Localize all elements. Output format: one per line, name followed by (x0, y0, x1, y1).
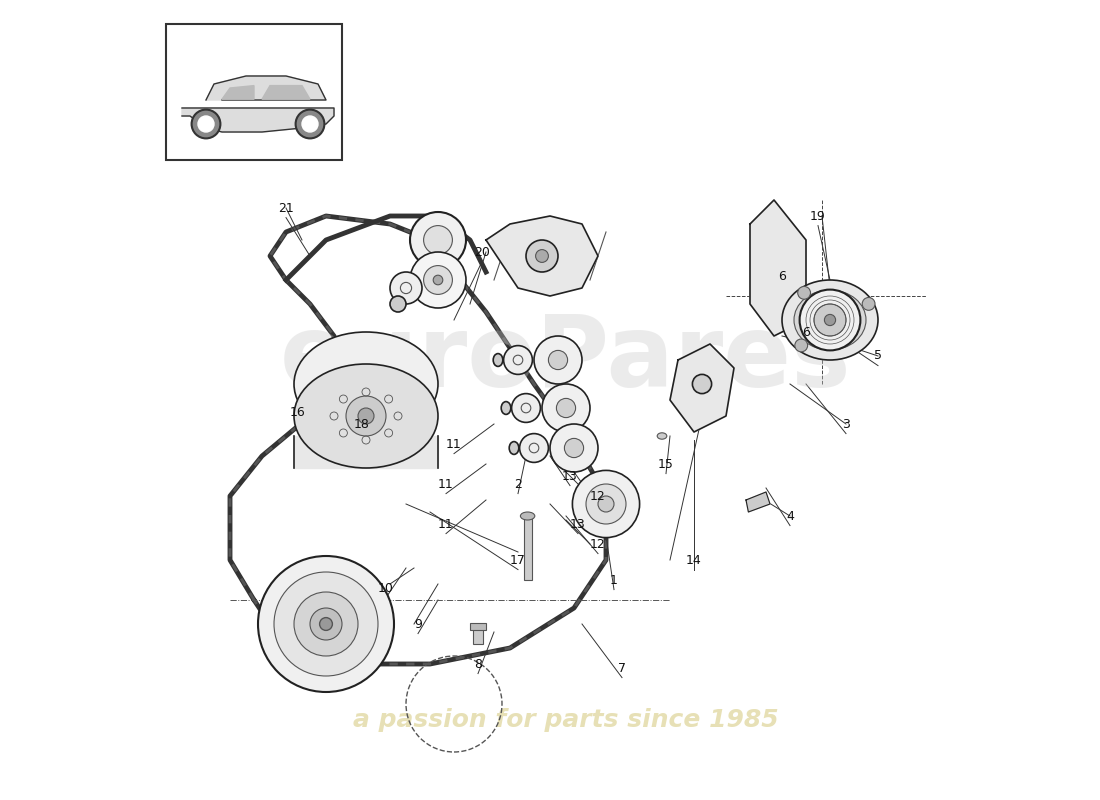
Ellipse shape (493, 354, 503, 366)
Polygon shape (750, 200, 806, 336)
Text: euroPares: euroPares (280, 311, 851, 409)
Circle shape (862, 298, 874, 310)
Circle shape (536, 250, 549, 262)
Circle shape (390, 272, 422, 304)
Circle shape (549, 350, 568, 370)
Circle shape (542, 384, 590, 432)
Text: 20: 20 (474, 246, 490, 258)
Text: 15: 15 (658, 458, 674, 470)
Ellipse shape (294, 364, 438, 468)
Circle shape (526, 240, 558, 272)
Text: 9: 9 (414, 618, 422, 630)
Text: 10: 10 (378, 582, 394, 594)
Circle shape (274, 572, 378, 676)
Polygon shape (206, 76, 326, 100)
Text: 2: 2 (514, 478, 521, 490)
Bar (524, 516, 531, 580)
Ellipse shape (502, 402, 510, 414)
Text: 14: 14 (686, 554, 702, 566)
Circle shape (320, 618, 332, 630)
Circle shape (598, 496, 614, 512)
Text: 13: 13 (562, 470, 578, 482)
Text: 17: 17 (510, 554, 526, 566)
Text: 16: 16 (290, 406, 306, 418)
Circle shape (795, 339, 807, 352)
Text: 13: 13 (570, 518, 586, 530)
Text: 5: 5 (874, 350, 882, 362)
Circle shape (519, 434, 549, 462)
Circle shape (800, 290, 860, 350)
Circle shape (550, 424, 598, 472)
Text: 21: 21 (278, 202, 294, 214)
Circle shape (358, 408, 374, 424)
Text: a passion for parts since 1985: a passion for parts since 1985 (353, 708, 779, 732)
Circle shape (390, 296, 406, 312)
Circle shape (692, 374, 712, 394)
Text: 11: 11 (438, 478, 454, 490)
Circle shape (512, 394, 540, 422)
Text: 19: 19 (810, 210, 826, 222)
Circle shape (504, 346, 532, 374)
Circle shape (424, 226, 452, 254)
Text: 8: 8 (474, 658, 482, 670)
Text: 12: 12 (590, 538, 606, 550)
Ellipse shape (782, 280, 878, 360)
Circle shape (433, 275, 443, 285)
Circle shape (302, 116, 318, 132)
Ellipse shape (294, 332, 438, 436)
Ellipse shape (794, 290, 866, 350)
Circle shape (258, 556, 394, 692)
Circle shape (191, 110, 220, 138)
Circle shape (824, 314, 836, 326)
Ellipse shape (657, 433, 667, 439)
Circle shape (557, 398, 575, 418)
Ellipse shape (520, 512, 535, 520)
Circle shape (798, 286, 811, 299)
Circle shape (572, 470, 639, 538)
Text: 3: 3 (843, 418, 850, 430)
Circle shape (586, 484, 626, 524)
Text: 6: 6 (778, 270, 785, 282)
Polygon shape (222, 86, 254, 99)
Circle shape (424, 266, 452, 294)
Circle shape (814, 304, 846, 336)
Text: 12: 12 (590, 490, 606, 502)
Polygon shape (746, 492, 770, 512)
Circle shape (410, 252, 466, 308)
Text: 1: 1 (610, 574, 618, 586)
Polygon shape (486, 216, 598, 296)
Circle shape (564, 438, 584, 458)
Bar (166, 24, 342, 160)
Circle shape (198, 116, 214, 132)
Circle shape (410, 212, 466, 268)
Circle shape (534, 336, 582, 384)
Ellipse shape (509, 442, 519, 454)
Bar (470, 623, 486, 630)
Circle shape (346, 396, 386, 436)
Text: 4: 4 (786, 510, 794, 522)
Circle shape (310, 608, 342, 640)
Polygon shape (670, 344, 734, 432)
Circle shape (294, 592, 358, 656)
Circle shape (296, 110, 324, 138)
Polygon shape (262, 86, 310, 99)
Text: 11: 11 (447, 438, 462, 450)
Bar (473, 624, 483, 644)
Text: 7: 7 (618, 662, 626, 674)
Polygon shape (294, 436, 438, 468)
Text: 18: 18 (354, 418, 370, 430)
Text: 6: 6 (802, 326, 810, 338)
Polygon shape (182, 108, 334, 132)
Text: 11: 11 (438, 518, 454, 530)
